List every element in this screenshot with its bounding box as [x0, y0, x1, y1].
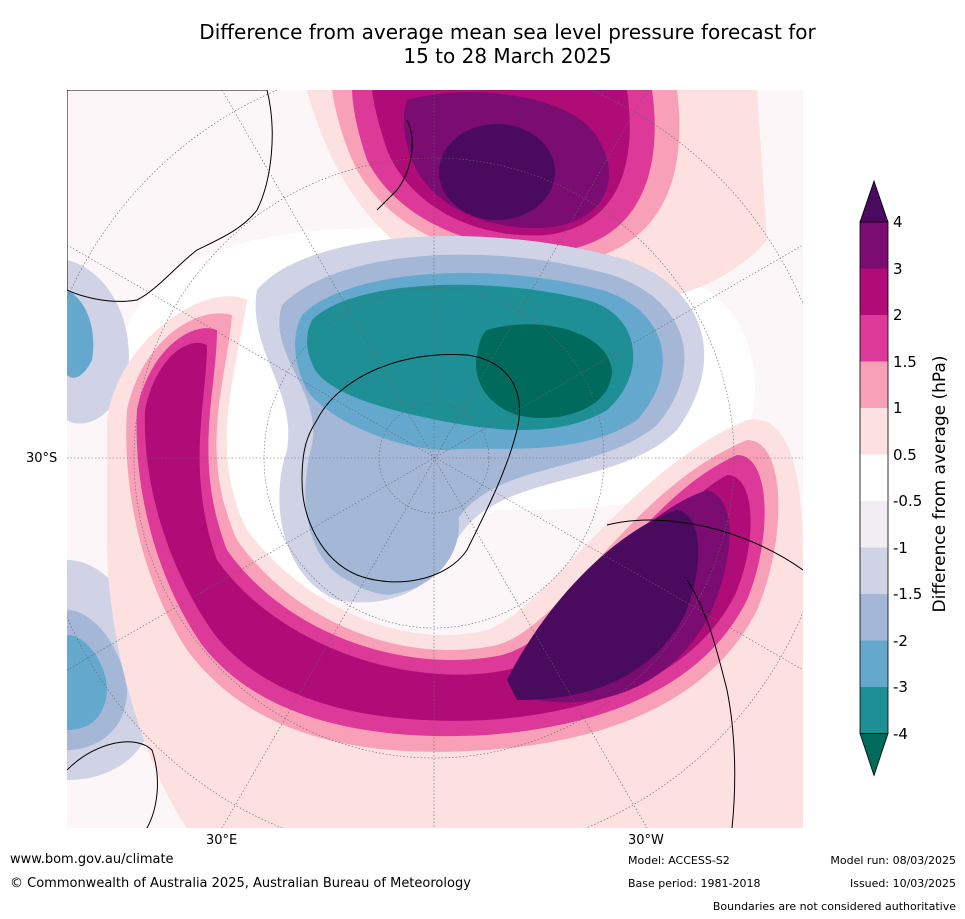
colorbar-segment — [860, 501, 888, 548]
colorbar-tick-label: -0.5 — [893, 492, 923, 510]
longitude-east-label: 30°E — [206, 833, 238, 848]
colorbar-tick-label: -1 — [893, 538, 908, 557]
map-title: Difference from average mean sea level p… — [100, 20, 915, 68]
colorbar-svg — [859, 180, 889, 777]
colorbar-tick-label: 2 — [893, 306, 903, 324]
colorbar-tick-label: 1.5 — [893, 352, 917, 371]
latitude-label: 30°S — [26, 451, 58, 466]
africa-outline — [67, 741, 158, 828]
colorbar-tick-label: 1 — [893, 399, 903, 417]
colorbar-tick-label: -1.5 — [893, 585, 923, 603]
colorbar-frame — [859, 221, 889, 734]
colorbar-extend-max — [859, 180, 889, 223]
colorbar-segment — [860, 594, 888, 641]
colorbar-tick-label: -4 — [893, 724, 908, 743]
footer-issued: Issued: 10/03/2025 — [849, 877, 956, 890]
colorbar-segment — [860, 687, 888, 734]
colorbar-segment — [860, 408, 888, 455]
colorbar-segment — [860, 222, 888, 269]
new-zealand-outline — [376, 119, 413, 211]
colorbar-title: Difference from average (hPa) — [930, 355, 950, 613]
pressure-anomaly-map — [67, 90, 803, 828]
colorbar-segment — [860, 640, 888, 687]
footer-base-period: Base period: 1981-2018 — [628, 877, 761, 890]
south-america-anomaly-peak — [507, 510, 699, 700]
longitude-west-label: 30°W — [628, 833, 664, 848]
antarctic-anomaly-core — [476, 324, 612, 418]
colorbar-segment — [860, 361, 888, 408]
south-america-outline — [606, 519, 803, 828]
title-line-2: 15 to 28 March 2025 — [403, 44, 612, 68]
map-svg — [67, 90, 803, 828]
graticule — [67, 90, 803, 828]
antarctica-outline — [301, 353, 521, 583]
colorbar-segment — [860, 547, 888, 594]
title-line-1: Difference from average mean sea level p… — [199, 20, 816, 44]
colorbar-tick-label: 3 — [893, 259, 903, 278]
australia-outline — [67, 90, 273, 302]
footer-model: Model: ACCESS-S2 — [628, 854, 730, 867]
colorbar-segment — [860, 315, 888, 362]
footer-boundaries-note: Boundaries are not considered authoritat… — [712, 900, 956, 913]
colorbar-extend-min — [859, 733, 889, 777]
footer-model-run: Model run: 08/03/2025 — [830, 854, 956, 867]
colorbar-segment — [860, 268, 888, 315]
colorbar-tick-label: 4 — [893, 213, 903, 231]
footer-url: www.bom.gov.au/climate — [10, 852, 174, 867]
colorbar: 4 3 2 1.5 1 0.5 -0.5 -1 -1.5 -2 -3 -4 — [855, 180, 965, 790]
footer-copyright: © Commonwealth of Australia 2025, Austra… — [10, 876, 471, 891]
nz-anomaly-peak — [439, 124, 555, 220]
colorbar-segment — [860, 454, 888, 501]
colorbar-tick-label: 0.5 — [893, 445, 917, 464]
colorbar-tick-label: -2 — [893, 631, 908, 650]
colorbar-tick-label: -3 — [893, 678, 908, 696]
